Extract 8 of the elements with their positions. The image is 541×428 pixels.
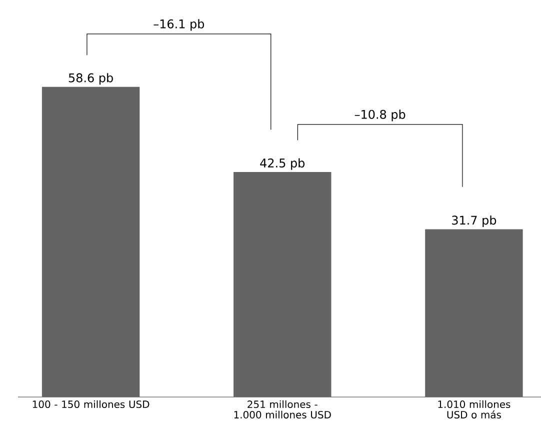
annotation: –10.8 pb xyxy=(354,110,406,122)
x-tick-label: 251 millones - 1.000 millones USD xyxy=(234,400,331,418)
x-tick-label: 1.010 millones USD o más xyxy=(438,400,510,418)
data-label: 42.5 pb xyxy=(260,158,305,170)
data-label: 58.6 pb xyxy=(68,73,113,85)
x-tick-label: 100 - 150 millones USD xyxy=(32,400,150,408)
text: –16.1 pb xyxy=(154,19,204,31)
data-label: 31.7 pb xyxy=(452,215,496,228)
